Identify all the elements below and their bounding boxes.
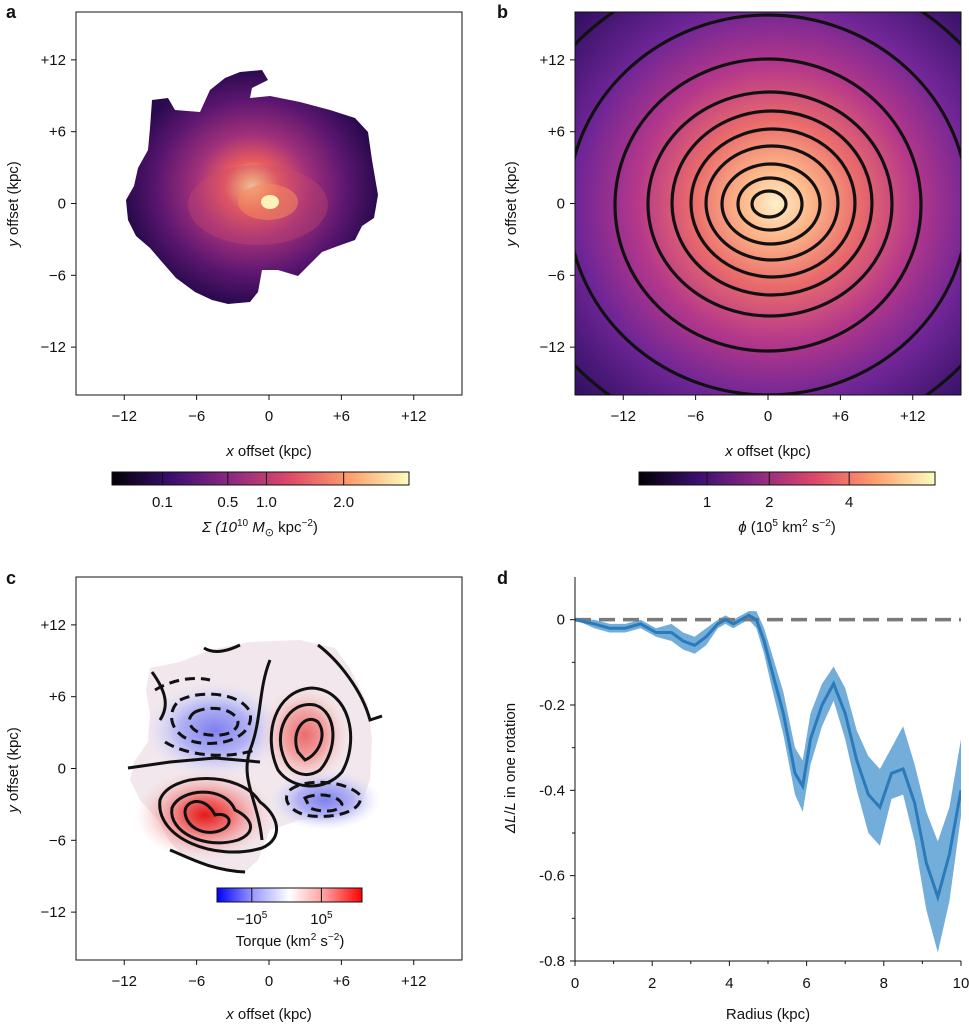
x-tick-label: 6 (802, 975, 810, 992)
y-tick-label: −12 (41, 339, 66, 356)
y-tick-label: -0.2 (539, 697, 565, 714)
panel-b-colorbar-label: ϕ (105 km2 s−2) (738, 518, 836, 536)
x-tick-label: 2 (648, 975, 656, 992)
panel-a-image (126, 70, 378, 304)
x-tick-label: 4 (725, 975, 733, 992)
y-tick-label: +6 (49, 124, 66, 141)
panel-d-y-ticks: 0 -0.2 -0.4 -0.6 -0.8 (539, 612, 575, 970)
panel-a-x-label: x offset (kpc) (225, 443, 312, 460)
y-tick-label: -0.6 (539, 868, 565, 885)
y-tick-label: +6 (49, 689, 66, 706)
panel-a-x-ticks: −12 −6 0 +6 +12 (112, 395, 426, 425)
panel-b-y-ticks: +12 +6 0 −6 −12 (540, 52, 575, 356)
panel-c-colorbar: −105 105 Torque (km2 s−2) (216, 887, 363, 950)
y-tick-label: +12 (540, 52, 565, 69)
panel-a-colorbar-label: Σ (1010 M⊙ kpc−2) (201, 518, 318, 539)
x-tick-label: −6 (188, 408, 205, 425)
x-tick-label: 0 (265, 408, 273, 425)
x-tick-label: 8 (880, 975, 888, 992)
panel-b-image (575, 12, 961, 395)
colorbar-tick-label: 1 (703, 494, 711, 511)
panel-a-y-label: y offset (kpc) (5, 161, 22, 248)
panel-c: c (5, 568, 463, 1023)
panel-a: a −12 −6 0 +6 +12 +12 +6 0 −6 −12 x offset (kpc)… (5, 2, 463, 539)
x-tick-label: +6 (333, 408, 350, 425)
x-tick-label: +12 (401, 973, 426, 990)
panel-b-x-ticks: −12 −6 0 +6 +12 (611, 395, 925, 425)
y-tick-label: −6 (49, 832, 66, 849)
panel-b-x-label: x offset (kpc) (724, 443, 811, 460)
panel-c-y-ticks: +12 +6 0 −6 −12 (41, 617, 76, 921)
panel-b-y-label: y offset (kpc) (503, 161, 520, 248)
y-tick-label: −6 (548, 267, 565, 284)
x-tick-label: 0 (265, 973, 273, 990)
x-tick-label: 0 (571, 975, 579, 992)
panel-c-colorbar-label: Torque (km2 s−2) (236, 932, 345, 950)
x-tick-label: −12 (611, 408, 636, 425)
colorbar-tick-label: 1.0 (256, 494, 277, 511)
y-tick-label: +12 (41, 617, 66, 634)
colorbar-tick-label: 2.0 (333, 494, 354, 511)
x-tick-label: −12 (112, 973, 137, 990)
x-tick-label: +6 (333, 973, 350, 990)
panel-label-a: a (6, 2, 17, 22)
panel-d-uncertainty-band (575, 611, 961, 953)
x-tick-label: +12 (900, 408, 925, 425)
y-tick-label: 0 (58, 196, 66, 213)
colorbar-tick-label: 105 (310, 910, 333, 928)
panel-c-image (127, 640, 383, 874)
panel-a-colorbar: 0.1 0.5 1.0 2.0 Σ (1010 M⊙ kpc−2) (111, 471, 410, 539)
panel-c-y-label: y offset (kpc) (5, 727, 22, 814)
panel-c-x-ticks: −12 −6 0 +6 +12 (112, 960, 426, 990)
colorbar-tick-label: 0.5 (217, 494, 238, 511)
x-tick-label: −6 (687, 408, 704, 425)
colorbar-tick-label: 0.1 (152, 494, 173, 511)
y-tick-label: 0 (58, 761, 66, 778)
y-tick-label: -0.8 (539, 953, 565, 970)
colorbar-tick-label: −105 (236, 910, 267, 928)
y-tick-label: +12 (41, 52, 66, 69)
panel-d-y-label: ΔL/L in one rotation (502, 703, 519, 834)
panel-label-b: b (497, 2, 508, 22)
x-tick-label: +12 (401, 408, 426, 425)
y-tick-label: −12 (41, 904, 66, 921)
x-tick-label: 0 (764, 408, 772, 425)
y-tick-label: +6 (548, 124, 565, 141)
panel-b: b −12 −6 0 +6 +12 +12 +6 0 −6 −12 x offset (kpc)… (497, 2, 962, 536)
y-tick-label: 0 (557, 196, 565, 213)
panel-d: d 0 2 4 6 8 10 0 -0.2 -0.4 -0.6 -0.8 Radius (kpc)… (497, 568, 969, 1023)
x-tick-label: +6 (832, 408, 849, 425)
panel-d-x-label: Radius (kpc) (726, 1006, 810, 1023)
x-tick-label: −6 (188, 973, 205, 990)
y-tick-label: 0 (557, 612, 565, 629)
y-tick-label: −12 (540, 339, 565, 356)
y-tick-label: -0.4 (539, 782, 565, 799)
panel-label-d: d (497, 568, 508, 588)
colorbar-tick-label: 2 (765, 494, 773, 511)
panel-b-colorbar: 1 2 4 ϕ (105 km2 s−2) (638, 471, 936, 536)
panel-d-x-ticks: 0 2 4 6 8 10 (571, 961, 969, 992)
panel-d-series-line (575, 613, 961, 903)
panel-a-y-ticks: +12 +6 0 −6 −12 (41, 52, 76, 356)
y-tick-label: −6 (49, 267, 66, 284)
panel-c-x-label: x offset (kpc) (225, 1006, 312, 1023)
colorbar-tick-label: 4 (845, 494, 853, 511)
x-tick-label: 10 (953, 975, 969, 992)
panel-label-c: c (6, 568, 16, 588)
x-tick-label: −12 (112, 408, 137, 425)
